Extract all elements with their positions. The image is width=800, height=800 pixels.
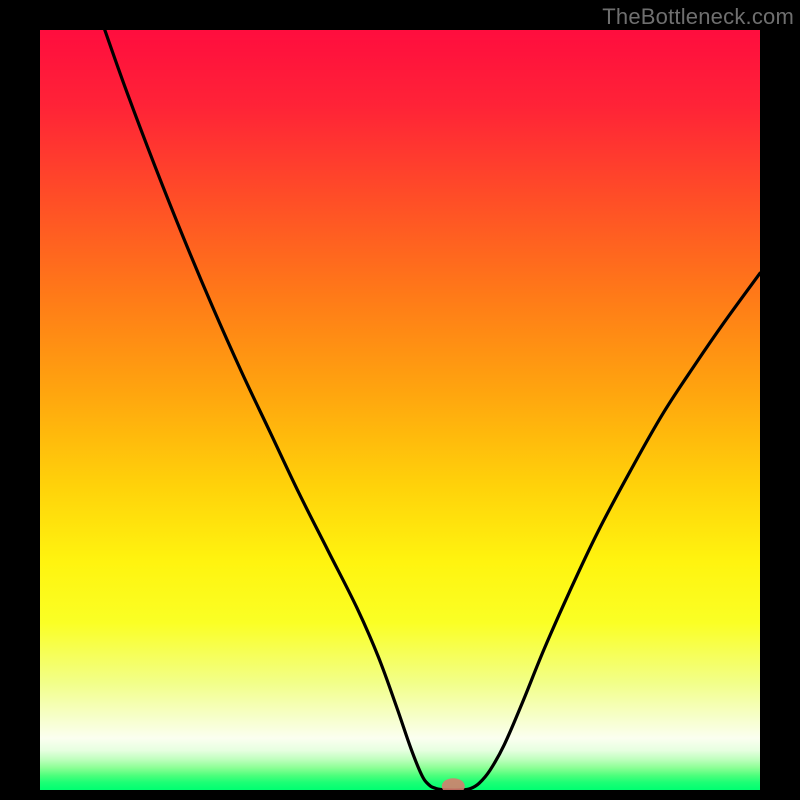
bottleneck-curve-plot bbox=[40, 30, 760, 790]
chart-stage: TheBottleneck.com bbox=[0, 0, 800, 800]
plot-svg bbox=[40, 30, 760, 790]
watermark-text: TheBottleneck.com bbox=[602, 4, 794, 30]
